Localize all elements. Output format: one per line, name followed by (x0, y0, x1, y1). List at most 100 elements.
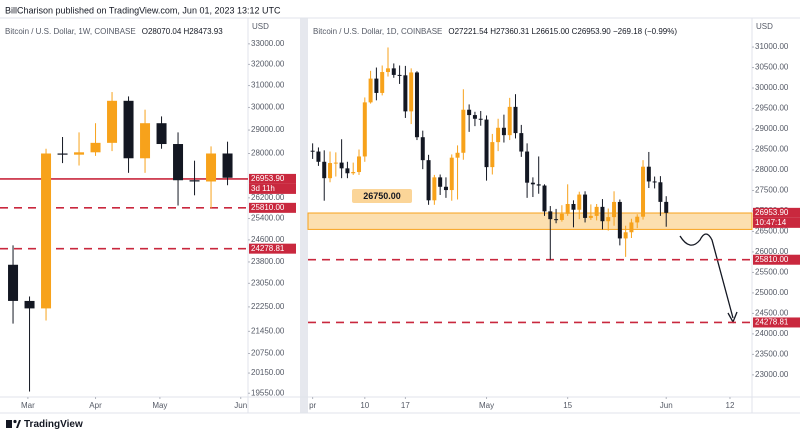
y-tick-label: 23050.00 (251, 278, 285, 287)
candle-body (90, 142, 101, 153)
candle-body (472, 115, 477, 119)
candle-body (403, 75, 408, 112)
candle-body (623, 232, 628, 239)
candle-body (333, 162, 338, 164)
candle-body (339, 162, 344, 169)
price-label-box (753, 207, 800, 218)
candle-body (385, 68, 390, 73)
candle-body (345, 168, 350, 174)
y-tick-label: 24500.00 (755, 309, 789, 318)
symbol-info: Bitcoin / U.S. Dollar, 1D, COINBASE (313, 27, 442, 36)
ohlc: O27221.54 H27360.31 L26615.00 C26953.90 … (448, 27, 677, 36)
y-tick-label: 29000.00 (755, 124, 789, 133)
candle-body (438, 177, 443, 187)
y-tick-label: 27500.00 (755, 186, 789, 195)
price-label: 24278.81 (755, 318, 789, 327)
candle-body (461, 109, 466, 153)
y-tick-label: 24600.00 (251, 235, 285, 244)
axis-unit: USD (252, 22, 269, 31)
price-label-box (753, 317, 800, 328)
y-tick-label: 33000.00 (251, 39, 285, 48)
candle-body (351, 172, 356, 174)
candle-body (530, 182, 535, 185)
footer-brand: TradingView (24, 419, 83, 430)
candle-body (397, 74, 402, 76)
countdown: 3d 11h (251, 184, 275, 193)
y-tick-label: 25000.00 (755, 288, 789, 297)
candle-body (467, 109, 472, 116)
candle-body (641, 166, 646, 217)
candle-body (432, 177, 437, 201)
candle-body (123, 100, 134, 159)
zone-label-box (352, 189, 412, 204)
price-label: 26953.90 (251, 174, 285, 183)
candle-body (222, 153, 233, 178)
price-label-box (249, 243, 296, 254)
y-tick-label: 20750.00 (251, 349, 285, 358)
y-tick-label: 24000.00 (755, 329, 789, 338)
y-tick-label: 26200.00 (251, 193, 285, 202)
price-label: 25810.00 (755, 255, 789, 264)
candle-body (322, 161, 327, 179)
logo (6, 419, 21, 428)
candle-body (577, 194, 582, 210)
candle-body (328, 163, 333, 179)
candle-body (409, 72, 414, 112)
arrow (679, 233, 734, 319)
candle-body (8, 264, 19, 301)
candle-body (559, 213, 564, 220)
candle-body (74, 152, 85, 155)
candle-body (542, 185, 547, 212)
candle-body (629, 222, 634, 233)
candle-body (41, 153, 52, 309)
y-tick-label: 32000.00 (251, 59, 285, 68)
y-tick-label: 20150.00 (251, 368, 285, 377)
x-tick-label: Mar (21, 401, 35, 410)
candle-body (173, 144, 184, 181)
axis-unit: USD (756, 22, 773, 31)
candle-body (536, 184, 541, 186)
y-tick-label: 31000.00 (755, 42, 789, 51)
x-tick-label: 12 (726, 401, 735, 410)
candle-body (107, 100, 118, 143)
countdown-box (249, 183, 296, 194)
candle-body (588, 215, 593, 218)
candle-body (357, 156, 362, 173)
countdown-box (753, 217, 800, 228)
y-tick-label: 19550.00 (251, 388, 285, 397)
x-tick-label: 15 (563, 401, 572, 410)
candle-body (664, 201, 669, 213)
x-tick-label: May (479, 401, 494, 410)
candle-body (594, 206, 599, 216)
candle-body (565, 203, 570, 214)
price-label-box (753, 254, 800, 265)
y-tick-label: 31000.00 (251, 81, 285, 90)
support-zone (307, 212, 753, 230)
y-tick-label: 28000.00 (251, 149, 285, 158)
candle-body (156, 123, 167, 145)
zone-label: 26750.00 (363, 191, 401, 201)
candle-body (57, 153, 68, 155)
y-tick-label: 23800.00 (251, 257, 285, 266)
candle-body (652, 181, 657, 183)
candle-body (443, 186, 448, 191)
y-tick-label: 29500.00 (755, 104, 789, 113)
candle-body (513, 106, 518, 134)
candle-body (571, 203, 576, 210)
y-tick-label: 23500.00 (755, 349, 789, 358)
x-tick-label: pr (309, 401, 316, 410)
y-tick-label: 28000.00 (755, 165, 789, 174)
candle-body (484, 119, 489, 168)
y-tick-label: 29000.00 (251, 125, 285, 134)
candle-body (612, 201, 617, 218)
candle-body (525, 151, 530, 183)
y-tick-label: 30500.00 (755, 63, 789, 72)
x-tick-label: Apr (89, 401, 102, 410)
candle-body (310, 150, 315, 152)
price-label-box (249, 173, 296, 184)
candle-body (617, 201, 622, 239)
candle-body (206, 153, 217, 182)
candle-body (600, 206, 605, 222)
candle-body (554, 219, 559, 221)
